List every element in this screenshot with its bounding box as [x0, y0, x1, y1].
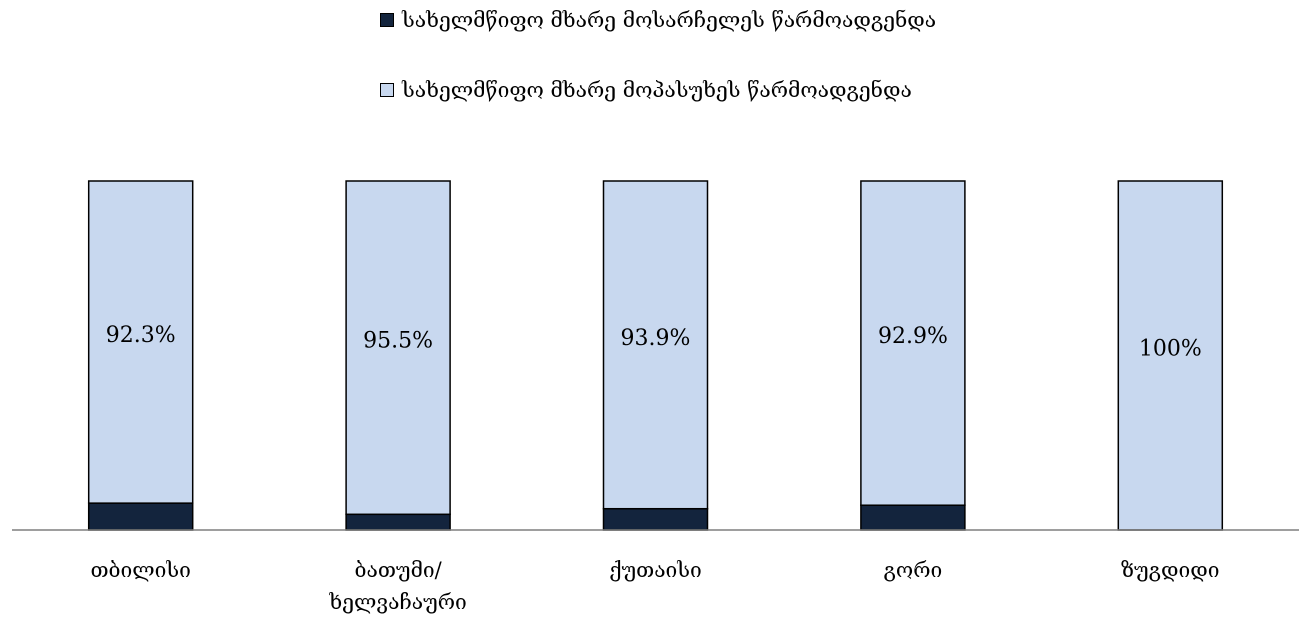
legend-item-plaintiff: სახელმწიფო მხარე მოსარჩელეს წარმოადგენდა: [380, 8, 936, 32]
labels-layer: 92.3% თბილისი 95.5% ბათუმი/ხელვაჩაური 93.9% ქ…: [90, 323, 1219, 614]
data-label-defendant-2: 93.9%: [621, 326, 691, 351]
bar-defendant-0: [87, 180, 194, 504]
bar-plaintiff-2: [602, 507, 709, 531]
bars-layer: [87, 180, 1224, 531]
bar-plaintiff-3: [860, 504, 966, 531]
data-label-defendant-1: 95.5%: [363, 329, 433, 354]
bar-defendant-4: [1117, 180, 1224, 531]
bar-plaintiff-0: [87, 502, 194, 531]
bar-defendant-3: [860, 180, 966, 506]
data-label-defendant-0: 92.3%: [106, 323, 176, 348]
category-label-3: გორი: [884, 558, 943, 582]
legend-item-defendant: სახელმწიფო მხარე მოპასუხეს წარმოადგენდა: [380, 78, 912, 102]
legend-label-plaintiff: სახელმწიფო მხარე მოსარჩელეს წარმოადგენდა: [402, 8, 937, 32]
category-label-1: ბათუმი/ხელვაჩაური: [328, 558, 466, 614]
data-label-defendant-3: 92.9%: [878, 324, 948, 349]
legend-swatch-defendant: [380, 83, 394, 97]
data-label-defendant-4: 100%: [1139, 337, 1202, 362]
legend-swatch-plaintiff: [380, 13, 394, 27]
category-label-0: თბილისი: [90, 558, 190, 582]
bar-defendant-2: [602, 180, 709, 510]
category-label-2: ქუთაისი: [609, 558, 702, 582]
bar-plaintiff-1: [345, 513, 451, 531]
legend-label-defendant: სახელმწიფო მხარე მოპასუხეს წარმოადგენდა: [402, 78, 912, 102]
category-label-4: ზუგდიდი: [1121, 558, 1220, 582]
bar-defendant-1: [345, 180, 451, 516]
